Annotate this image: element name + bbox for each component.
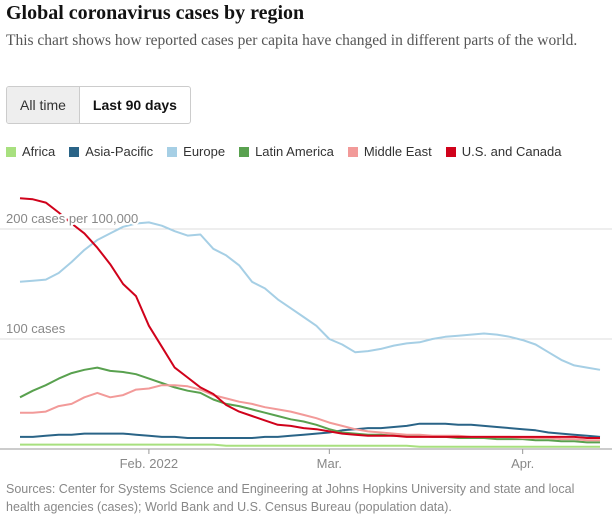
series-line <box>20 422 601 439</box>
legend-label: Middle East <box>363 144 432 159</box>
x-tick-label: Feb. 2022 <box>120 456 179 471</box>
toggle-button[interactable]: Last 90 days <box>92 97 177 113</box>
series-line <box>20 443 600 448</box>
chart: Feb. 2022 Mar. Apr. 100 cases 200 cases per … <box>0 197 612 471</box>
legend-label: U.S. and Canada <box>461 144 562 159</box>
legend-swatch <box>347 146 358 157</box>
series-line <box>20 384 600 442</box>
toggle-button[interactable]: All time <box>7 87 80 123</box>
legend-label: Latin America <box>255 144 334 159</box>
y-tick-label: 200 cases per 100,000 <box>6 211 138 226</box>
title: Global coronavirus cases by region <box>6 2 305 24</box>
legend-swatch <box>69 146 80 157</box>
source: Sources: Center for Systems Science and … <box>6 482 575 514</box>
legend-swatch <box>6 146 16 157</box>
subtitle: This chart shows how reported cases per … <box>6 32 578 49</box>
legend-swatch <box>167 146 178 157</box>
legend-item: Africa <box>6 144 55 159</box>
legend-swatch <box>239 146 250 157</box>
legend-swatch <box>445 146 456 157</box>
series-line <box>19 197 600 439</box>
y-tick-label: 100 cases <box>6 321 66 336</box>
legend-item: Middle East <box>347 144 432 159</box>
series-line <box>19 221 601 371</box>
toggle: All time Last 90 days <box>6 86 191 124</box>
legend-label: Asia-Pacific <box>85 144 154 159</box>
x-tick-label: Apr. <box>511 456 534 471</box>
legend-item: Latin America <box>239 144 334 159</box>
series-line <box>19 366 600 444</box>
x-tick-label: Mar. <box>317 456 342 471</box>
legend-item: Asia-Pacific <box>69 144 153 159</box>
legend-item: U.S. and Canada <box>445 144 562 159</box>
legend-label: Africa <box>22 144 56 159</box>
legend-label: Europe <box>183 144 226 159</box>
legend-item: Europe <box>167 144 225 159</box>
legend: Africa Asia-Pacific Europe Latin America Mid… <box>6 144 576 159</box>
